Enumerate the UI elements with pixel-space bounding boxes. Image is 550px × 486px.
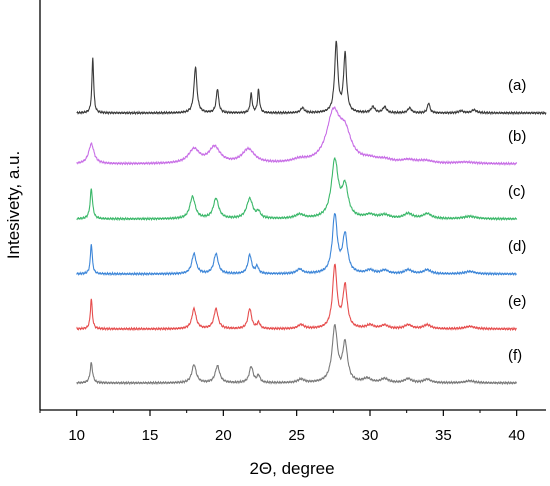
series-label: (d) <box>508 238 526 255</box>
series-label: (c) <box>508 183 526 200</box>
x-ticks: 10 15 20 25 30 35 40 <box>39 410 525 444</box>
series-line-2 <box>76 157 518 222</box>
series-line-0 <box>76 40 547 116</box>
x-tick-label: 35 <box>435 427 452 444</box>
x-tick-label: 40 <box>508 427 525 444</box>
x-tick-label: 30 <box>362 427 379 444</box>
series-labels: (a) (b) (c) (d) (e) (f) <box>508 77 526 364</box>
series-curves <box>76 40 547 386</box>
x-tick-label: 15 <box>142 427 159 444</box>
series-label: (e) <box>508 293 526 310</box>
series-line-3 <box>76 212 518 277</box>
x-tick-label: 25 <box>288 427 305 444</box>
y-axis-label: Intesivety, a.u. <box>4 151 23 259</box>
series-line-4 <box>76 263 517 332</box>
series-label: (f) <box>508 347 522 364</box>
x-axis-label: 2Θ, degree <box>249 459 334 478</box>
series-label: (a) <box>508 77 526 94</box>
series-label: (b) <box>508 128 526 145</box>
series-line-5 <box>76 324 517 386</box>
x-tick-label: 10 <box>68 427 85 444</box>
x-tick-label: 20 <box>215 427 232 444</box>
series-line-1 <box>76 105 518 166</box>
axes <box>39 0 546 411</box>
